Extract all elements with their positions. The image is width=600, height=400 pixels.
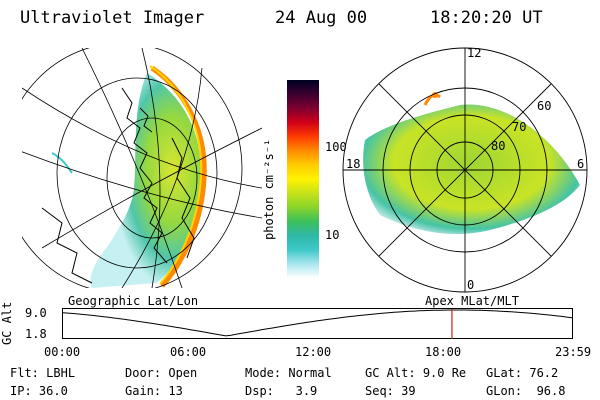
timeline-y-label: GC Alt [0, 301, 14, 345]
info-gain: Gain: 13 [125, 384, 183, 398]
info-dsp: Dsp: 3.9 [245, 384, 318, 398]
lat-label-70: 70 [512, 120, 527, 134]
timeline-xtick-0000: 00:00 [44, 345, 81, 359]
timeline-ytick-bottom: 1.8 [25, 327, 47, 341]
info-glat: GLat: 76.2 [486, 366, 559, 380]
altitude-timeline [62, 308, 573, 339]
geo-caption: Geographic Lat/Lon [68, 294, 199, 308]
coastline [121, 87, 168, 264]
lat-label-80: 80 [491, 139, 506, 153]
altitude-curve [62, 309, 573, 337]
instrument-title: Ultraviolet Imager [20, 8, 205, 28]
mlt-label-18: 18 [346, 157, 361, 171]
colorbar-tick-10: 10 [325, 228, 340, 242]
info-door: Door: Open [125, 366, 198, 380]
polar-caption: Apex MLat/MLT [425, 294, 519, 308]
info-flt: Flt: LBHL [10, 366, 76, 380]
colorbar [287, 80, 319, 278]
geographic-image [22, 48, 262, 288]
timeline-xtick-2359: 23:59 [555, 345, 592, 359]
colorbar-unit-label: photon cm⁻²s⁻¹ [262, 138, 276, 240]
lat-label-60: 60 [537, 99, 552, 113]
colorbar-tick-100: 100 [325, 140, 347, 154]
mlt-label-6: 6 [577, 157, 585, 171]
header-date: 24 Aug 00 [275, 8, 368, 28]
aurora-region [90, 73, 201, 288]
timeline-xtick-1200: 12:00 [295, 345, 332, 359]
timeline-ytick-top: 9.0 [25, 306, 47, 320]
header-time: 18:20:20 UT [430, 8, 543, 28]
timeline-xtick-1800: 18:00 [425, 345, 462, 359]
mlt-label-0: 0 [467, 278, 475, 292]
info-mode: Mode: Normal [245, 366, 332, 380]
info-ip: IP: 36.0 [10, 384, 68, 398]
mlt-label-12: 12 [467, 46, 482, 60]
info-seq: Seq: 39 [365, 384, 416, 398]
info-glon: GLon: 96.8 [486, 384, 566, 398]
timeline-xtick-0600: 06:00 [170, 345, 207, 359]
info-gc-alt: GC Alt: 9.0 Re [365, 366, 467, 380]
polar-plot [342, 47, 588, 293]
polar-aurora [363, 104, 580, 235]
